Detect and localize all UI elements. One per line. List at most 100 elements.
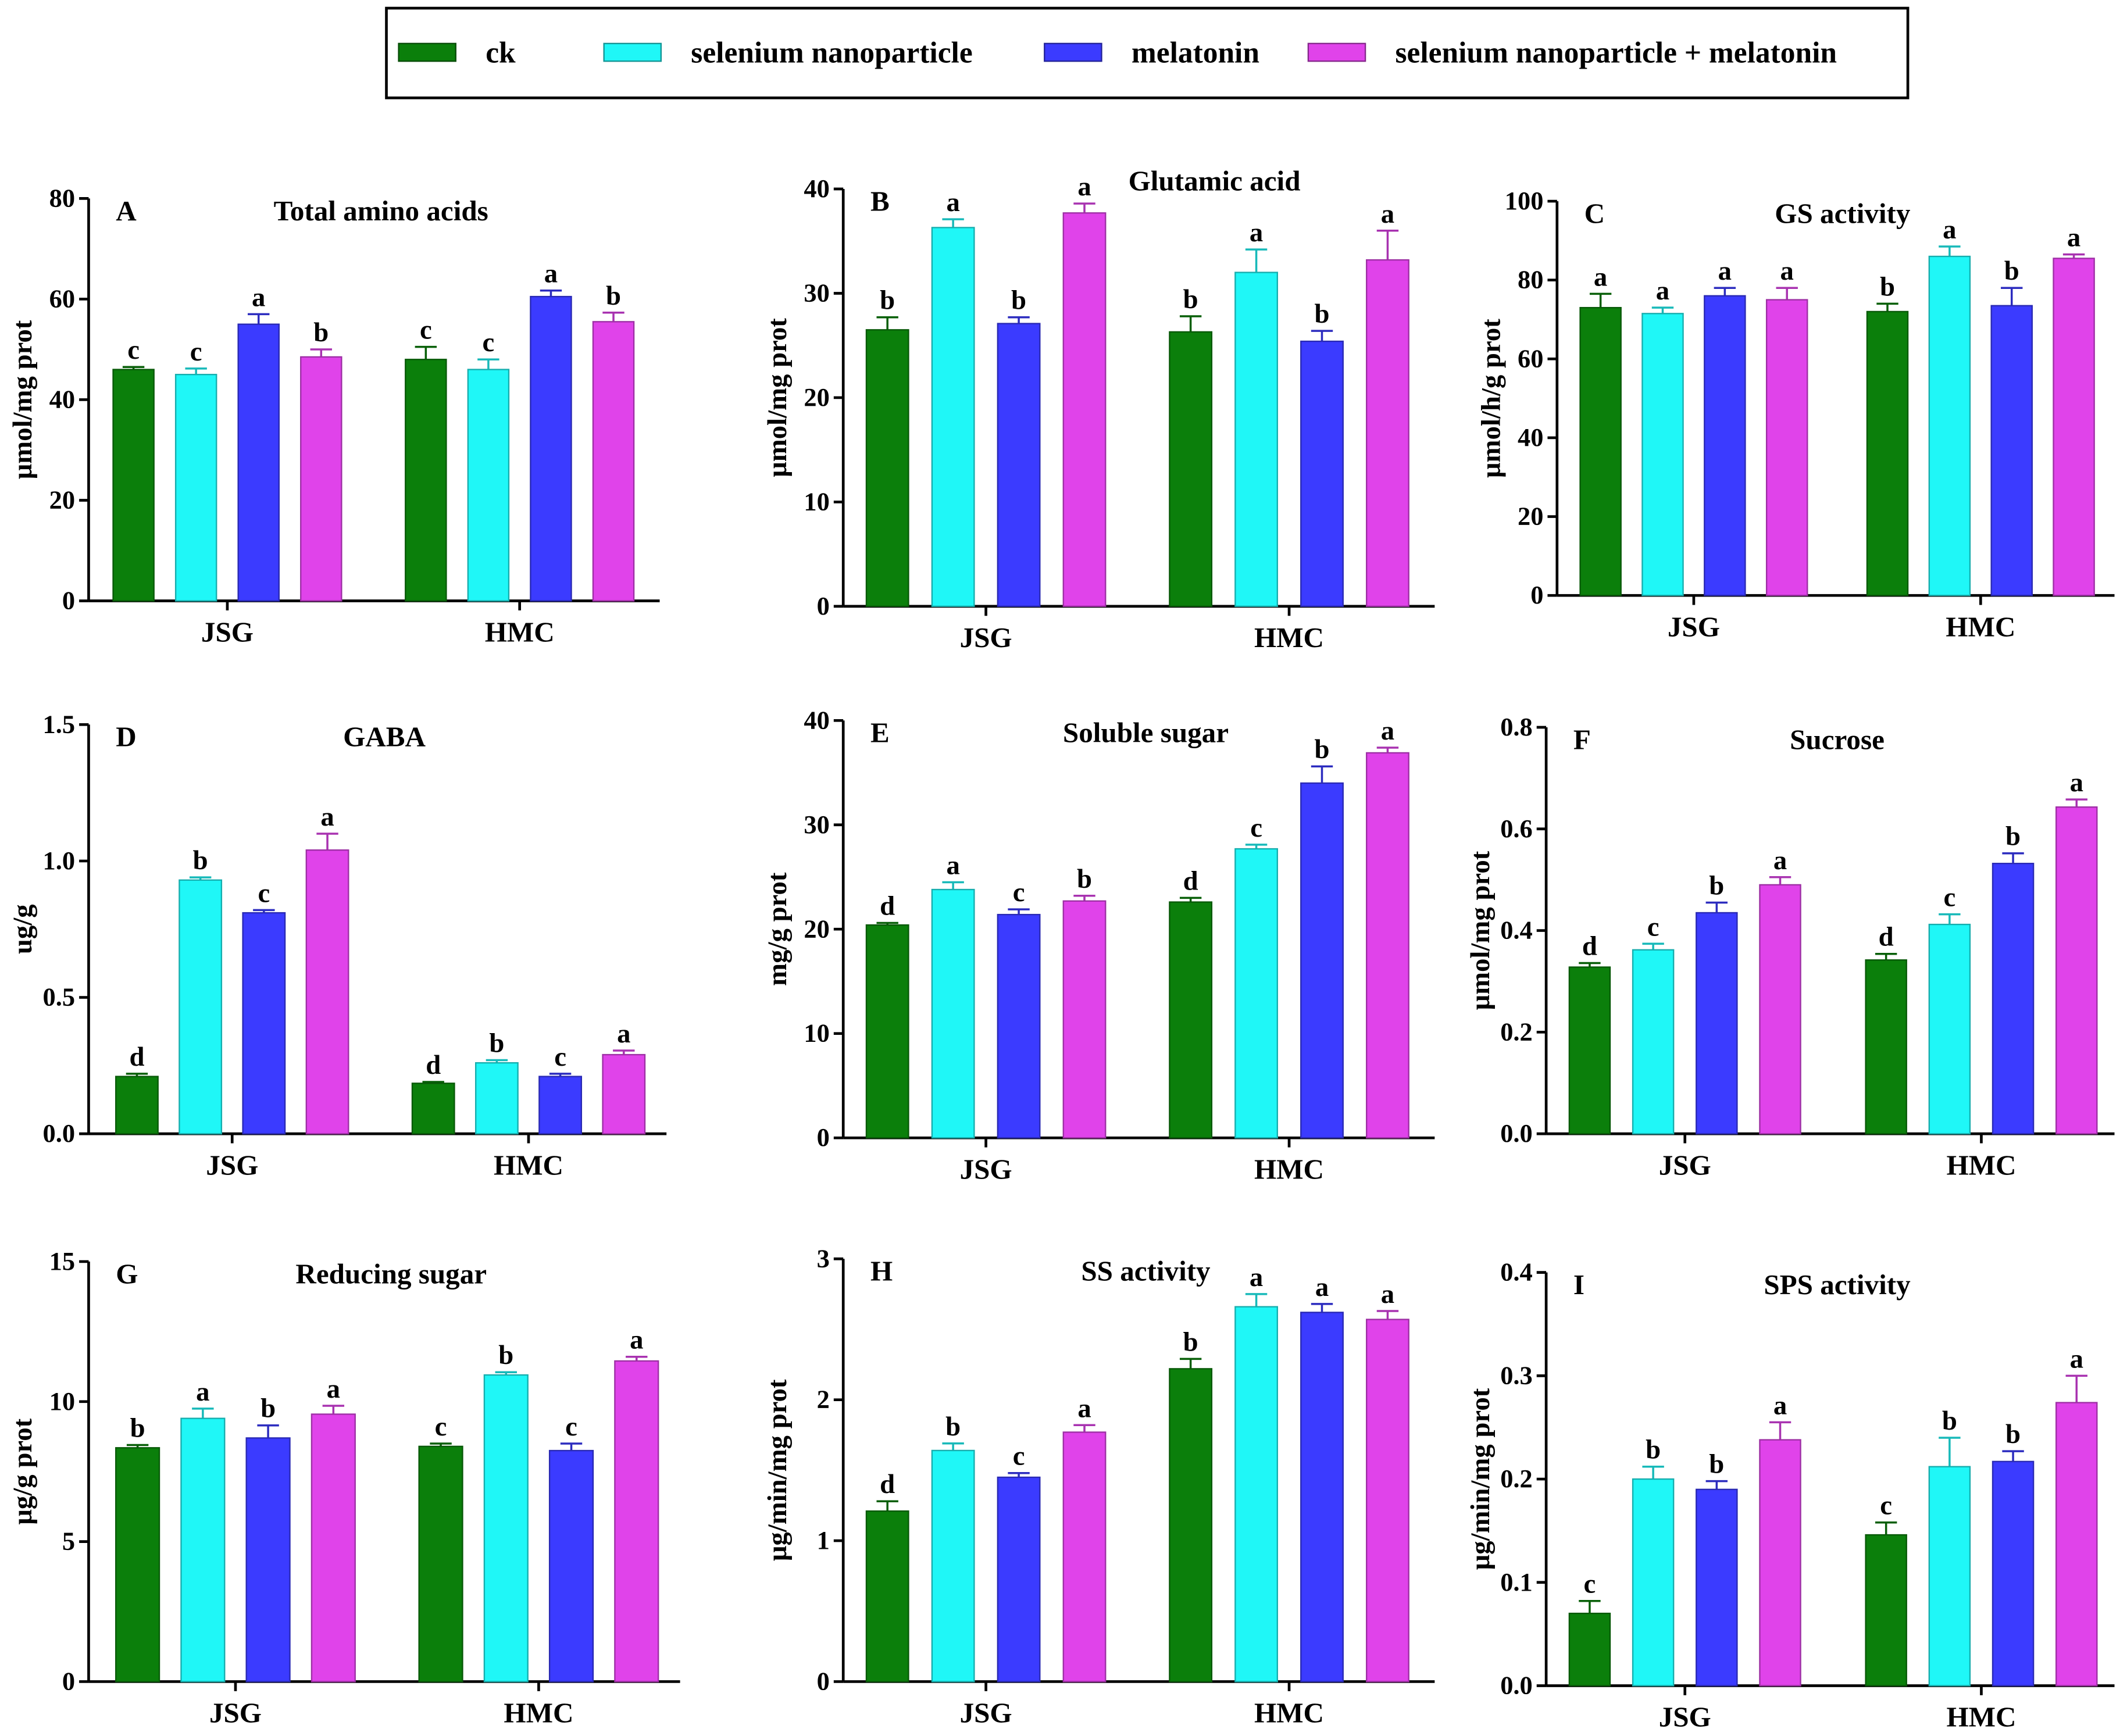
bar-melatonin: [997, 1476, 1041, 1683]
bar-melatonin: [530, 295, 572, 602]
significance-letter: c: [1250, 813, 1262, 843]
significance-letter: a: [544, 259, 558, 289]
y-tick-label: 0: [817, 1666, 830, 1695]
significance-letter: c: [1013, 1441, 1025, 1471]
x-category-label: JSG: [1659, 1149, 1711, 1181]
y-axis-label: μmol/mg prot: [762, 318, 793, 477]
bar-melatonin: [1990, 305, 2033, 596]
panel-letter: H: [870, 1255, 893, 1287]
bar-selenium-nanoparticle-melatonin: [1366, 1319, 1409, 1683]
y-tick-label: 0.8: [1500, 712, 1533, 741]
y-tick-label: 0.5: [43, 983, 76, 1012]
significance-letter: d: [1582, 931, 1597, 961]
significance-letter: d: [1183, 866, 1198, 896]
x-category-label: JSG: [206, 1149, 258, 1181]
bar-ck: [865, 1510, 909, 1683]
x-category-label: HMC: [1254, 621, 1324, 653]
panel-title: SS activity: [1081, 1255, 1211, 1287]
legend: ck selenium nanoparticle melatonin selenium…: [385, 6, 1910, 99]
y-tick-label: 40: [804, 705, 829, 734]
bar-selenium-nanoparticle-melatonin: [305, 849, 349, 1135]
significance-letter: c: [1013, 877, 1025, 908]
bar-melatonin: [997, 913, 1041, 1139]
significance-letter: a: [1381, 199, 1394, 229]
significance-letter: b: [1077, 864, 1092, 894]
bar-selenium-nanoparticle-melatonin: [311, 1413, 356, 1683]
significance-letter: b: [1315, 734, 1330, 765]
legend-swatch: [1044, 42, 1102, 62]
significance-letter: a: [946, 187, 959, 217]
panel-b: B Glutamic acid μmol/mg prot 0 10 20 30 40 JSG b a…: [762, 165, 1435, 653]
significance-letter: b: [1646, 1435, 1661, 1465]
bar-selenium-nanoparticle-melatonin: [2053, 258, 2095, 596]
panel-letter: F: [1573, 723, 1591, 755]
significance-letter: d: [880, 1469, 895, 1499]
bar-selenium-nanoparticle: [174, 374, 217, 602]
panel-d: D GABA ug/g 0.0 0.5 1.0 1.5 JSG d b c a HMC d b c a: [8, 709, 667, 1181]
bar-selenium-nanoparticle: [1234, 272, 1278, 608]
significance-letter: a: [1077, 172, 1091, 202]
significance-letter: b: [313, 317, 329, 348]
significance-letter: b: [2005, 1419, 2021, 1449]
bar-selenium-nanoparticle-melatonin: [614, 1360, 659, 1683]
significance-letter: c: [127, 335, 140, 365]
significance-letter: c: [1943, 883, 1955, 913]
bar-melatonin: [242, 912, 286, 1135]
significance-letter: b: [945, 1412, 961, 1442]
y-tick-label: 0: [817, 1123, 830, 1152]
legend-swatch: [603, 42, 662, 62]
significance-letter: d: [426, 1050, 441, 1080]
x-category-label: JSG: [960, 621, 1012, 653]
y-tick-label: 15: [49, 1246, 75, 1276]
panel-a: A Total amino acids μmol/mg prot 0 20 40 60 80 J…: [8, 183, 660, 648]
bar-ck: [1865, 959, 1907, 1135]
bar-melatonin: [1300, 340, 1344, 608]
significance-letter: c: [258, 878, 270, 908]
bar-selenium-nanoparticle: [1928, 255, 1971, 596]
bar-selenium-nanoparticle: [1234, 848, 1278, 1139]
significance-letter: c: [420, 315, 432, 345]
y-tick-label: 0.1: [1500, 1567, 1533, 1596]
bar-melatonin: [1696, 912, 1738, 1135]
legend-swatch: [1307, 42, 1366, 62]
y-tick-label: 1: [817, 1526, 830, 1555]
bar-ck: [1169, 1368, 1213, 1683]
bar-selenium-nanoparticle: [1632, 949, 1675, 1135]
y-tick-label: 2: [817, 1385, 830, 1414]
bar-selenium-nanoparticle-melatonin: [1759, 884, 1801, 1135]
bar-ck: [115, 1076, 159, 1135]
bar-ck: [418, 1445, 463, 1683]
bar-selenium-nanoparticle: [467, 369, 510, 602]
bar-ck: [112, 369, 155, 602]
y-tick-label: 0.0: [1500, 1119, 1533, 1148]
bar-melatonin: [538, 1076, 583, 1135]
y-axis-label: μmol/mg prot: [1465, 851, 1496, 1010]
y-tick-label: 0.6: [1500, 814, 1533, 843]
x-category-label: HMC: [1254, 1153, 1324, 1185]
bar-selenium-nanoparticle-melatonin: [1366, 752, 1409, 1139]
bar-selenium-nanoparticle-melatonin: [1765, 299, 1808, 596]
significance-letter: a: [196, 1377, 209, 1407]
bar-selenium-nanoparticle: [1632, 1478, 1675, 1687]
bar-ck: [1169, 331, 1213, 608]
y-axis-label: μg/min/mg prot: [1465, 1388, 1496, 1570]
significance-letter: b: [2004, 256, 2019, 286]
significance-letter: b: [489, 1028, 504, 1058]
y-tick-label: 40: [1518, 423, 1543, 452]
y-tick-label: 0.2: [1500, 1017, 1533, 1046]
bar-melatonin: [1704, 295, 1746, 596]
significance-letter: a: [2070, 767, 2083, 798]
significance-letter: a: [1773, 845, 1787, 876]
x-category-label: JSG: [201, 616, 254, 648]
bar-ck: [115, 1447, 160, 1683]
x-category-label: JSG: [960, 1153, 1012, 1185]
bar-ck: [1865, 1534, 1907, 1687]
y-tick-label: 10: [49, 1387, 75, 1416]
significance-letter: a: [1773, 1390, 1787, 1420]
panel-letter: C: [1584, 197, 1605, 229]
bar-selenium-nanoparticle-melatonin: [1366, 259, 1409, 608]
x-category-label: HMC: [1946, 610, 2015, 642]
panel-letter: E: [870, 717, 890, 749]
significance-letter: a: [1250, 1262, 1263, 1292]
significance-letter: a: [1656, 276, 1669, 306]
